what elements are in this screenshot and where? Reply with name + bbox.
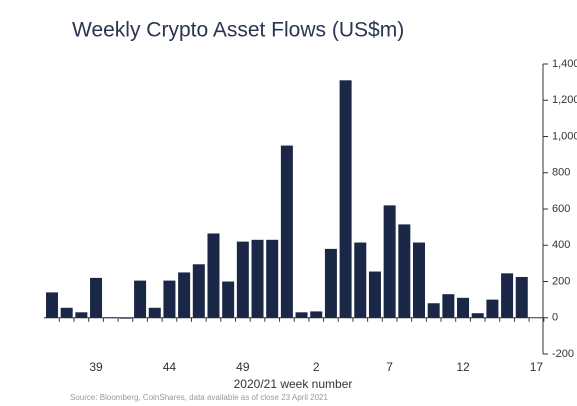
y-tick-label: -200	[552, 348, 574, 360]
bar	[295, 312, 308, 318]
bar	[383, 205, 396, 318]
bar	[339, 80, 352, 318]
bar	[163, 280, 176, 318]
y-tick-label: 1,400	[552, 58, 577, 70]
bar	[207, 233, 220, 318]
x-tick-label: 12	[456, 360, 470, 374]
bar	[368, 271, 381, 318]
y-tick-label: 600	[552, 203, 570, 215]
chart-title: Weekly Crypto Asset Flows (US$m)	[72, 19, 404, 42]
y-tick-label: 400	[552, 239, 570, 251]
bar	[280, 145, 293, 318]
source-note: Source: Bloomberg, CoinShares, data avai…	[70, 393, 328, 402]
bar	[104, 317, 117, 319]
bar	[413, 242, 425, 318]
bar	[178, 272, 191, 318]
x-tick-label: 39	[89, 360, 103, 374]
bar	[236, 241, 249, 318]
bar	[119, 317, 132, 319]
bar	[457, 297, 470, 318]
bar	[442, 294, 455, 318]
x-axis-label: 2020/21 week number	[234, 377, 353, 391]
x-tick-label: 44	[163, 360, 177, 374]
bar	[134, 280, 147, 318]
x-tick-label: 2	[313, 360, 320, 374]
bar	[192, 264, 205, 318]
x-tick-label: 17	[530, 360, 544, 374]
y-tick-label: 1,200	[552, 94, 577, 106]
bar	[324, 248, 337, 318]
bar	[75, 312, 88, 318]
bar	[515, 276, 528, 318]
x-tick-label: 49	[236, 360, 250, 374]
x-tick-label: 7	[386, 360, 393, 374]
y-tick-label: 200	[552, 275, 570, 287]
bar	[251, 239, 264, 318]
y-tick-label: 0	[552, 312, 558, 324]
bar	[90, 277, 103, 318]
y-tick-label: 800	[552, 167, 570, 179]
bar	[222, 281, 235, 318]
bar	[310, 311, 323, 318]
bar	[46, 292, 58, 318]
bar	[266, 239, 279, 318]
bar	[60, 307, 73, 318]
bar	[427, 303, 440, 318]
y-tick-label: 1,000	[552, 130, 577, 142]
bar	[148, 307, 161, 318]
bar	[486, 299, 499, 318]
bar	[398, 224, 411, 318]
bar	[501, 273, 514, 318]
bar	[354, 242, 367, 318]
bar	[471, 313, 484, 318]
